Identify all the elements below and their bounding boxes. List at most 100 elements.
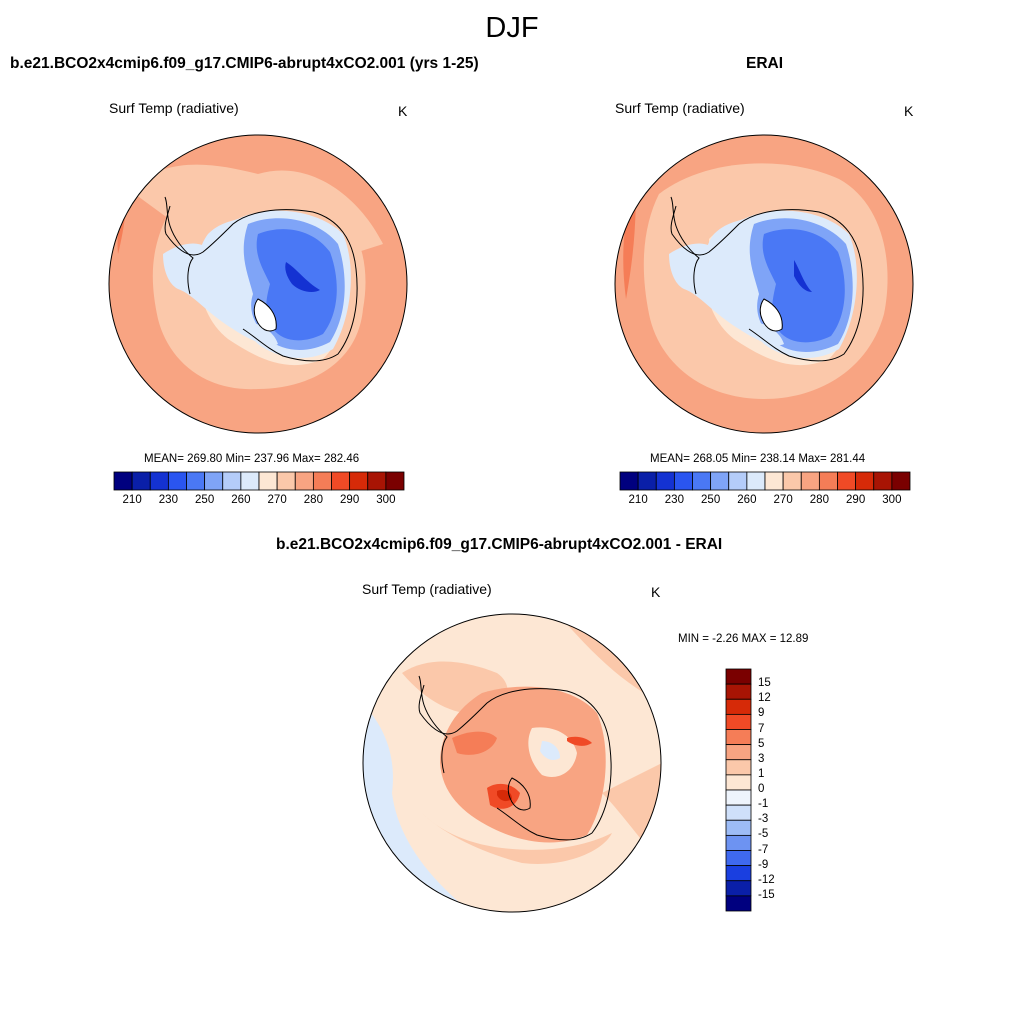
model-colorbar-swatch bbox=[167, 471, 187, 491]
diff-colorbar-swatch bbox=[725, 880, 752, 897]
obs-colorbar-tick: 250 bbox=[701, 494, 721, 506]
obs-colorbar-tick: 290 bbox=[846, 494, 866, 506]
diff-colorbar bbox=[725, 668, 752, 912]
model-colorbar-swatch bbox=[222, 471, 242, 491]
obs-colorbar-swatch bbox=[746, 471, 766, 491]
diff-colorbar-swatch bbox=[725, 819, 752, 836]
diff-colorbar-tick: 7 bbox=[758, 722, 765, 735]
obs-colorbar-swatch bbox=[873, 471, 893, 491]
obs-colorbar-swatch bbox=[655, 471, 675, 491]
obs-colorbar-swatch bbox=[673, 471, 693, 491]
diff-colorbar-swatch bbox=[725, 789, 752, 806]
obs-polar-map bbox=[614, 134, 914, 434]
obs-panel-title: ERAI bbox=[746, 55, 784, 72]
obs-colorbar-swatch bbox=[710, 471, 730, 491]
model-colorbar-tick: 230 bbox=[158, 494, 178, 506]
diff-polar-map bbox=[362, 613, 662, 913]
obs-colorbar-swatch bbox=[891, 471, 911, 491]
diff-stats: MIN = -2.26 MAX = 12.89 bbox=[678, 633, 809, 645]
obs-colorbar-swatch bbox=[728, 471, 748, 491]
obs-colorbar-tick: 260 bbox=[737, 494, 757, 506]
diff-colorbar-swatch bbox=[725, 804, 752, 821]
page-title: DJF bbox=[485, 12, 539, 44]
obs-colorbar-swatch bbox=[855, 471, 875, 491]
diff-colorbar-tick: -15 bbox=[758, 888, 775, 901]
obs-colorbar-swatch bbox=[637, 471, 657, 491]
model-stats: MEAN= 269.80 Min= 237.96 Max= 282.46 bbox=[144, 453, 360, 465]
model-colorbar-tick: 290 bbox=[340, 494, 360, 506]
model-colorbar-swatch bbox=[131, 471, 151, 491]
model-colorbar-tick: 280 bbox=[303, 494, 323, 506]
model-colorbar-swatch bbox=[258, 471, 278, 491]
diff-colorbar-tick: 12 bbox=[758, 692, 771, 705]
obs-colorbar-swatch bbox=[692, 471, 712, 491]
model-colorbar-swatch bbox=[385, 471, 405, 491]
diff-colorbar-swatch bbox=[725, 729, 752, 746]
model-colorbar-swatch bbox=[113, 471, 133, 491]
diff-colorbar-tick: -3 bbox=[758, 813, 769, 826]
obs-unit-label: K bbox=[904, 103, 914, 119]
obs-colorbar-swatch bbox=[837, 471, 857, 491]
obs-colorbar bbox=[619, 471, 911, 491]
obs-stats: MEAN= 268.05 Min= 238.14 Max= 281.44 bbox=[650, 453, 866, 465]
obs-colorbar-ticks: 210 230 250 260 270 280 290 300 bbox=[620, 494, 910, 510]
diff-colorbar-swatch bbox=[725, 698, 752, 715]
model-unit-label: K bbox=[398, 103, 408, 119]
model-colorbar-swatch bbox=[331, 471, 351, 491]
model-colorbar-tick: 300 bbox=[376, 494, 396, 506]
model-polar-map bbox=[108, 134, 408, 434]
model-colorbar-swatch bbox=[367, 471, 387, 491]
obs-colorbar-swatch bbox=[818, 471, 838, 491]
diff-colorbar-tick: -9 bbox=[758, 858, 769, 871]
diff-colorbar-tick: 0 bbox=[758, 783, 765, 795]
diff-colorbar-tick: 9 bbox=[758, 707, 765, 720]
diff-unit-label: K bbox=[651, 584, 661, 600]
diff-colorbar-swatch bbox=[725, 713, 752, 730]
model-colorbar-swatch bbox=[294, 471, 314, 491]
obs-variable-label: Surf Temp (radiative) bbox=[615, 100, 745, 116]
diff-colorbar-swatch bbox=[725, 668, 752, 685]
model-colorbar-swatch bbox=[349, 471, 369, 491]
diff-variable-label: Surf Temp (radiative) bbox=[362, 581, 492, 597]
diff-colorbar-tick: 1 bbox=[758, 767, 765, 780]
model-colorbar-tick: 270 bbox=[267, 494, 287, 506]
model-panel-title: b.e21.BCO2x4cmip6.f09_g17.CMIP6-abrupt4x… bbox=[10, 55, 479, 72]
obs-colorbar-swatch bbox=[782, 471, 802, 491]
diff-colorbar-swatch bbox=[725, 744, 752, 761]
diff-colorbar-tick: 3 bbox=[758, 752, 765, 765]
model-colorbar-swatch bbox=[312, 471, 332, 491]
obs-colorbar-tick: 280 bbox=[809, 494, 829, 506]
obs-colorbar-swatch bbox=[764, 471, 784, 491]
model-colorbar-swatch bbox=[276, 471, 296, 491]
model-colorbar-swatch bbox=[204, 471, 224, 491]
diff-colorbar-tick: -1 bbox=[758, 798, 769, 811]
diff-colorbar-swatch bbox=[725, 865, 752, 882]
model-colorbar-swatch bbox=[149, 471, 169, 491]
diff-colorbar-tick: -5 bbox=[758, 828, 769, 841]
diff-colorbar-tick: 5 bbox=[758, 737, 765, 750]
model-colorbar-tick: 260 bbox=[231, 494, 251, 506]
diff-colorbar-tick: -7 bbox=[758, 843, 769, 856]
diff-colorbar-ticks: 15 12 9 7 5 3 1 0 -1 -3 -5 -7 -9 -12 -15 bbox=[758, 669, 798, 911]
model-colorbar-tick: 250 bbox=[195, 494, 215, 506]
model-colorbar-tick: 210 bbox=[122, 494, 142, 506]
diff-colorbar-swatch bbox=[725, 895, 752, 912]
diff-colorbar-swatch bbox=[725, 834, 752, 851]
model-colorbar-swatch bbox=[240, 471, 260, 491]
obs-colorbar-swatch bbox=[800, 471, 820, 491]
diff-colorbar-swatch bbox=[725, 850, 752, 867]
model-colorbar bbox=[113, 471, 405, 491]
diff-colorbar-tick: 15 bbox=[758, 677, 771, 690]
obs-colorbar-tick: 230 bbox=[664, 494, 684, 506]
diff-panel-title: b.e21.BCO2x4cmip6.f09_g17.CMIP6-abrupt4x… bbox=[276, 536, 723, 553]
model-colorbar-swatch bbox=[186, 471, 206, 491]
diff-colorbar-tick: -12 bbox=[758, 873, 775, 886]
diff-colorbar-swatch bbox=[725, 683, 752, 700]
obs-colorbar-tick: 210 bbox=[628, 494, 648, 506]
obs-colorbar-tick: 270 bbox=[773, 494, 793, 506]
diff-colorbar-swatch bbox=[725, 759, 752, 776]
obs-colorbar-tick: 300 bbox=[882, 494, 902, 506]
diff-colorbar-swatch bbox=[725, 774, 752, 791]
obs-colorbar-swatch bbox=[619, 471, 639, 491]
model-colorbar-ticks: 210 230 250 260 270 280 290 300 bbox=[114, 494, 404, 510]
